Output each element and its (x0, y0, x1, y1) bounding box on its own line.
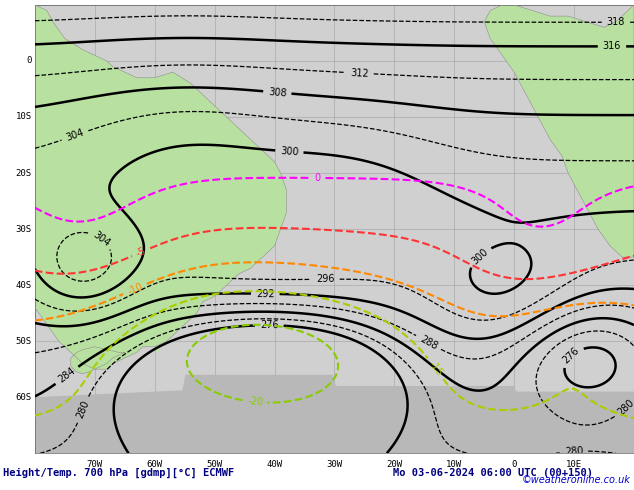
Text: 10E: 10E (566, 460, 582, 468)
Text: 60S: 60S (16, 392, 32, 402)
Text: 0: 0 (27, 56, 32, 66)
Text: 318: 318 (607, 17, 625, 27)
Text: 40W: 40W (266, 460, 283, 468)
Text: -5: -5 (134, 245, 148, 259)
Text: 276: 276 (561, 345, 581, 366)
Text: 50W: 50W (207, 460, 223, 468)
Text: 0: 0 (512, 460, 517, 468)
Polygon shape (484, 5, 634, 257)
Text: 50S: 50S (16, 337, 32, 345)
Text: 276: 276 (260, 320, 279, 330)
Text: 280: 280 (616, 398, 634, 418)
Text: ©weatheronline.co.uk: ©weatheronline.co.uk (522, 475, 631, 485)
Text: 292: 292 (256, 289, 275, 299)
Text: 10S: 10S (16, 113, 32, 122)
Polygon shape (35, 425, 634, 453)
Text: 30S: 30S (16, 224, 32, 234)
Text: 280: 280 (564, 446, 583, 457)
Text: 284: 284 (56, 366, 77, 385)
Text: 70W: 70W (87, 460, 103, 468)
Text: 308: 308 (268, 87, 287, 98)
Text: 280: 280 (75, 399, 91, 420)
Text: -15: -15 (427, 359, 444, 378)
Text: 0: 0 (314, 173, 321, 183)
Text: 296: 296 (316, 274, 335, 284)
Polygon shape (71, 347, 125, 374)
Text: 10W: 10W (446, 460, 462, 468)
Text: 304: 304 (65, 128, 85, 143)
Text: Height/Temp. 700 hPa [gdmp][°C] ECMWF: Height/Temp. 700 hPa [gdmp][°C] ECMWF (3, 468, 235, 478)
Text: -20: -20 (247, 396, 264, 408)
Polygon shape (35, 375, 634, 453)
Text: 20W: 20W (386, 460, 403, 468)
Text: 300: 300 (280, 146, 299, 157)
Text: Mo 03-06-2024 06:00 UTC (00+150): Mo 03-06-2024 06:00 UTC (00+150) (393, 468, 593, 478)
Polygon shape (35, 5, 287, 369)
Text: 288: 288 (418, 334, 439, 351)
Text: 312: 312 (350, 68, 369, 78)
Polygon shape (155, 347, 160, 352)
Text: 40S: 40S (16, 281, 32, 290)
Text: 60W: 60W (146, 460, 163, 468)
Text: -10: -10 (126, 281, 145, 296)
Text: 20S: 20S (16, 169, 32, 177)
Text: 304: 304 (91, 229, 112, 248)
Text: 316: 316 (603, 41, 621, 51)
Text: 300: 300 (470, 246, 490, 266)
Text: 30W: 30W (327, 460, 342, 468)
